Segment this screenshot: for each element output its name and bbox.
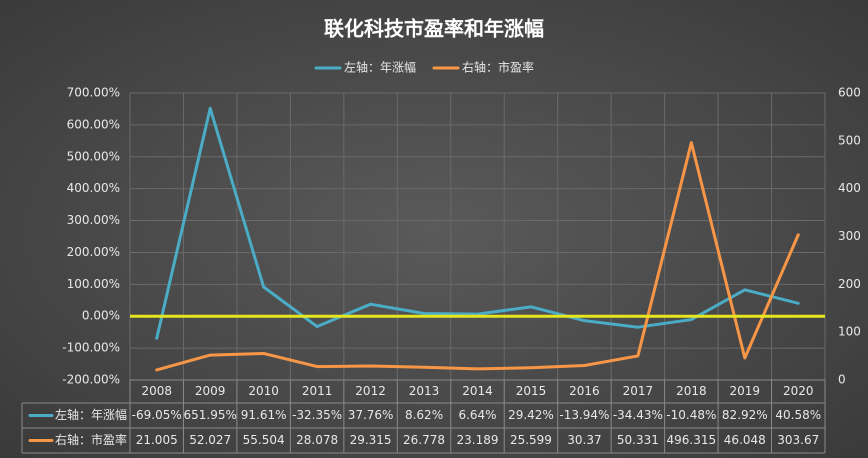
table-cell: -10.48% xyxy=(666,408,716,422)
y-tick-label: 200.00% xyxy=(67,245,120,259)
x-tick-label: 2013 xyxy=(409,384,440,398)
y2-tick-label: 500 xyxy=(838,133,861,147)
x-tick-label: 2016 xyxy=(569,384,600,398)
x-tick-label: 2009 xyxy=(195,384,226,398)
table-series-name: 左轴：年涨幅 xyxy=(55,407,127,422)
y-tick-label: 0.00% xyxy=(82,309,120,323)
table-cell: -32.35% xyxy=(292,408,342,422)
table-cell: 50.331 xyxy=(617,433,659,447)
table-cell: 30.37 xyxy=(567,433,601,447)
y-tick-label: 500.00% xyxy=(67,149,120,163)
table-cell: 26.778 xyxy=(403,433,445,447)
table-cell: 29.42% xyxy=(508,408,554,422)
table-series-name: 右轴：市盈率 xyxy=(55,432,127,447)
table-cell: 37.76% xyxy=(348,408,394,422)
table-cell: 23.189 xyxy=(457,433,499,447)
x-tick-label: 2012 xyxy=(355,384,386,398)
table-cell: 52.027 xyxy=(189,433,231,447)
y-tick-label: 400.00% xyxy=(67,181,120,195)
y-tick-label: 600.00% xyxy=(67,117,120,131)
x-tick-label: 2017 xyxy=(623,384,654,398)
x-tick-label: 2015 xyxy=(516,384,547,398)
legend-label: 右轴：市盈率 xyxy=(462,60,534,75)
series-line xyxy=(155,141,800,372)
table-cell: 29.315 xyxy=(350,433,392,447)
table-cell: -34.43% xyxy=(613,408,663,422)
table-cell: 25.599 xyxy=(510,433,552,447)
y-tick-label: 700.00% xyxy=(67,86,120,100)
table-cell: 28.078 xyxy=(296,433,338,447)
x-tick-label: 2014 xyxy=(462,384,493,398)
y2-tick-label: 0 xyxy=(838,373,846,387)
x-tick-label: 2019 xyxy=(730,384,761,398)
y2-tick-label: 200 xyxy=(838,277,861,291)
table-cell: 82.92% xyxy=(722,408,768,422)
x-tick-label: 2010 xyxy=(248,384,279,398)
table-cell: 303.67 xyxy=(777,433,819,447)
x-tick-label: 2011 xyxy=(302,384,333,398)
x-tick-label: 2008 xyxy=(141,384,172,398)
y-tick-label: -100.00% xyxy=(62,341,120,355)
table-cell: 496.315 xyxy=(667,433,717,447)
table-cell: 21.005 xyxy=(136,433,178,447)
y2-tick-label: 300 xyxy=(838,229,861,243)
table-cell: 40.58% xyxy=(775,408,821,422)
series-line xyxy=(155,106,800,340)
table-cell: 651.95% xyxy=(183,408,236,422)
y2-tick-label: 400 xyxy=(838,181,861,195)
table-cell: 55.504 xyxy=(243,433,285,447)
table-cell: -13.94% xyxy=(559,408,609,422)
table-cell: 8.62% xyxy=(405,408,443,422)
table-cell: 91.61% xyxy=(241,408,287,422)
y2-tick-label: 100 xyxy=(838,325,861,339)
y2-tick-label: 600 xyxy=(838,86,861,100)
y-tick-label: 300.00% xyxy=(67,213,120,227)
x-tick-label: 2020 xyxy=(783,384,814,398)
table-cell: -69.05% xyxy=(132,408,182,422)
table-cell: 46.048 xyxy=(724,433,766,447)
table-cell: 6.64% xyxy=(458,408,496,422)
y-tick-label: -200.00% xyxy=(62,373,120,387)
chart-title: 联化科技市盈率和年涨幅 xyxy=(324,17,544,41)
y-tick-label: 100.00% xyxy=(67,277,120,291)
legend-label: 左轴：年涨幅 xyxy=(344,60,416,75)
x-tick-label: 2018 xyxy=(676,384,707,398)
